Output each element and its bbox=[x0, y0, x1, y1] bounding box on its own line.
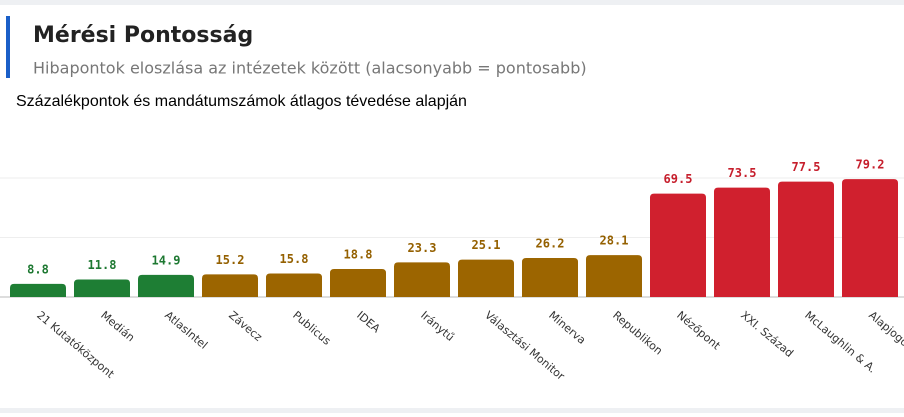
subtitle: Hibapontok eloszlása az intézetek között… bbox=[33, 59, 587, 78]
bar bbox=[74, 279, 130, 297]
bar bbox=[138, 274, 194, 297]
x-tick-label: Medián bbox=[98, 309, 137, 345]
value-label: 26.2 bbox=[536, 237, 565, 251]
value-label: 18.8 bbox=[344, 248, 373, 262]
title: Mérési Pontosság bbox=[33, 23, 253, 48]
value-label: 23.3 bbox=[408, 241, 437, 255]
bar bbox=[330, 269, 386, 297]
value-label: 15.2 bbox=[216, 253, 245, 267]
chart-title: Százalékpontok és mandátumszámok átlagos… bbox=[16, 93, 467, 110]
value-label: 25.1 bbox=[472, 238, 501, 252]
bar bbox=[394, 262, 450, 297]
x-tick-label: Publicus bbox=[290, 309, 333, 348]
x-tick-label: XXI. Század bbox=[738, 309, 796, 360]
bar bbox=[202, 274, 258, 297]
bar bbox=[10, 283, 66, 297]
x-tick-label: Závecz bbox=[226, 309, 265, 344]
x-tick-label: AtlasIntel bbox=[162, 309, 210, 352]
accent-bar bbox=[6, 16, 10, 78]
bar bbox=[266, 273, 322, 297]
value-label: 15.8 bbox=[280, 252, 309, 266]
bar bbox=[650, 193, 706, 297]
x-tick-label: Nézőpont bbox=[674, 309, 723, 353]
bar bbox=[778, 181, 834, 297]
value-label: 14.9 bbox=[152, 253, 181, 267]
x-tick-label: Minerva bbox=[546, 309, 588, 347]
bar bbox=[842, 179, 898, 297]
bar bbox=[522, 258, 578, 297]
x-tick-label: IDEA bbox=[354, 309, 383, 336]
bottom-strip bbox=[0, 408, 904, 413]
value-label: 69.5 bbox=[664, 172, 693, 186]
value-label: 8.8 bbox=[27, 262, 49, 276]
bar bbox=[458, 259, 514, 297]
top-strip bbox=[0, 0, 904, 5]
bar bbox=[714, 187, 770, 297]
bar bbox=[586, 255, 642, 297]
x-tick-label: Alapjogokért Központ bbox=[866, 309, 904, 395]
x-tick-label: Iránytű bbox=[418, 309, 456, 344]
value-label: 11.8 bbox=[88, 258, 117, 272]
x-tick-label: Republikon bbox=[610, 309, 665, 358]
value-label: 77.5 bbox=[792, 160, 821, 174]
value-label: 73.5 bbox=[728, 166, 757, 180]
value-label: 79.2 bbox=[856, 158, 885, 172]
value-label: 28.1 bbox=[600, 234, 629, 248]
